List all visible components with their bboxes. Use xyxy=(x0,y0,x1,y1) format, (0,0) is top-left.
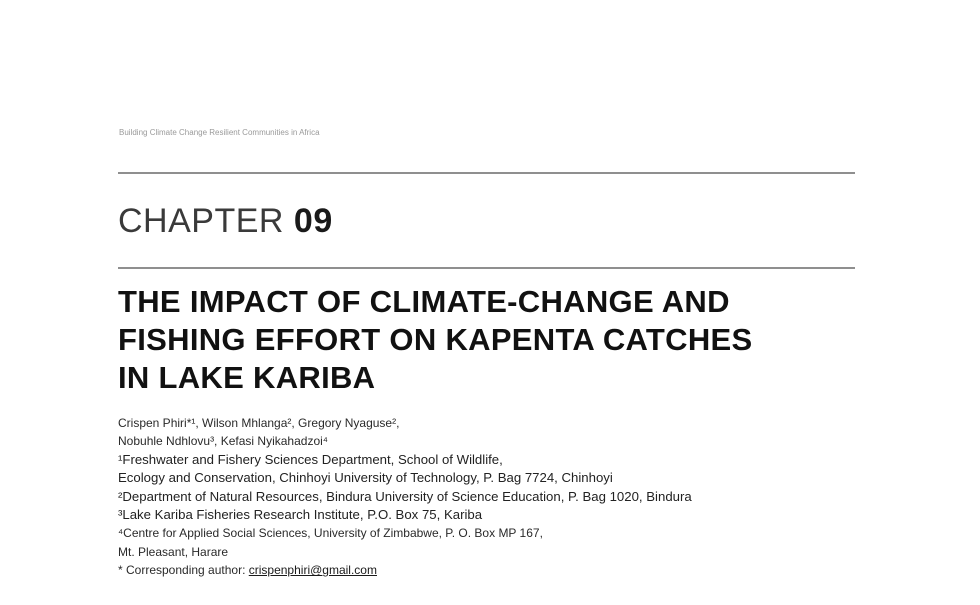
title-line: THE IMPACT OF CLIMATE-CHANGE AND xyxy=(118,284,730,319)
title-divider xyxy=(118,267,855,269)
title-line: FISHING EFFORT ON KAPENTA CATCHES xyxy=(118,322,753,357)
top-divider xyxy=(118,172,855,174)
affiliation-line: Ecology and Conservation, Chinhoyi Unive… xyxy=(118,470,613,486)
chapter-label: CHAPTER xyxy=(118,202,284,240)
corresponding-email-link[interactable]: crispenphiri@gmail.com xyxy=(248,563,377,578)
authors-line: Crispen Phiri*¹, Wilson Mhlanga², Gregor… xyxy=(118,416,400,430)
running-header: Building Climate Change Resilient Commun… xyxy=(119,128,320,137)
corresponding-author: * Corresponding author: crispenphiri@gma… xyxy=(118,561,878,579)
affiliation-line: ⁴Centre for Applied Social Sciences, Uni… xyxy=(118,526,543,541)
affiliation-line: Mt. Pleasant, Harare xyxy=(118,544,229,559)
affiliation-line: ³Lake Kariba Fisheries Research Institut… xyxy=(118,507,483,523)
chapter-title: THE IMPACT OF CLIMATE-CHANGE AND FISHING… xyxy=(118,283,878,397)
affiliation-line: ²Department of Natural Resources, Bindur… xyxy=(118,488,692,504)
corresponding-label: * Corresponding author: xyxy=(118,563,249,578)
chapter-number: 09 xyxy=(293,202,333,240)
title-line: IN LAKE KARIBA xyxy=(118,360,376,395)
author-block: Crispen Phiri*¹, Wilson Mhlanga², Gregor… xyxy=(118,414,878,580)
affiliation-line: ¹Freshwater and Fishery Sciences Departm… xyxy=(118,451,503,467)
authors-line: Nobuhle Ndhlovu³, Kefasi Nyikahadzoi⁴ xyxy=(118,434,328,449)
chapter-heading: CHAPTER 09 xyxy=(118,201,333,241)
